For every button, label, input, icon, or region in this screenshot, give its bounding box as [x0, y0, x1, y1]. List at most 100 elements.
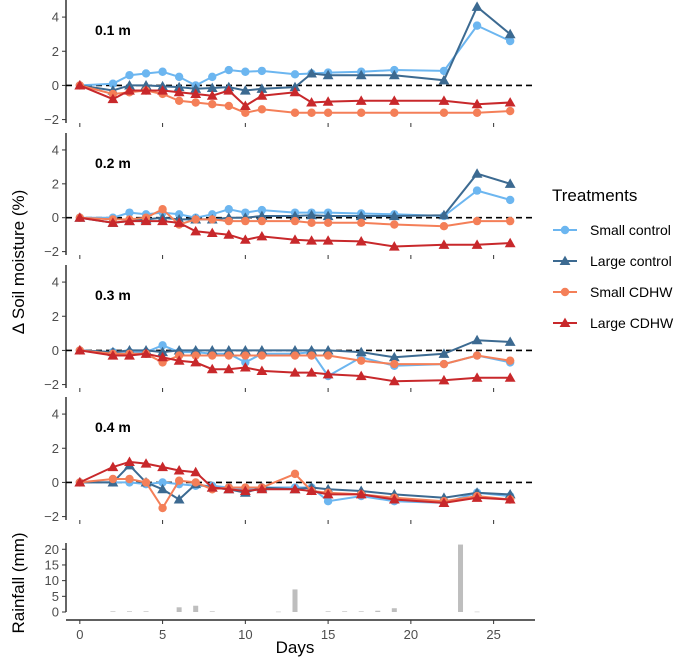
x-tick-label: 10: [238, 627, 252, 642]
legend-swatch-marker: [560, 287, 570, 297]
data-point: [504, 237, 516, 248]
data-point: [141, 69, 151, 78]
data-point: [239, 362, 251, 372]
data-point: [223, 345, 235, 355]
data-point: [388, 95, 400, 105]
data-point: [173, 355, 185, 365]
data-point: [206, 82, 218, 93]
data-point: [190, 356, 202, 367]
legend-label: Small control: [590, 222, 671, 238]
data-point: [289, 483, 301, 494]
data-point: [355, 346, 367, 357]
data-point: [505, 195, 515, 205]
rainfall-bar: [292, 589, 298, 612]
data-point: [224, 205, 233, 214]
data-point: [256, 83, 268, 93]
data-point: [355, 370, 367, 381]
data-point: [257, 216, 267, 226]
data-point: [173, 345, 185, 355]
data-point: [174, 72, 184, 82]
data-point: [505, 356, 515, 365]
data-point: [206, 227, 218, 238]
data-point: [257, 105, 267, 114]
y-tick-label: 0: [52, 475, 59, 490]
data-point: [157, 461, 168, 472]
data-point: [256, 483, 268, 494]
data-point: [504, 494, 516, 504]
data-point: [438, 239, 450, 249]
data-point: [206, 90, 218, 100]
data-point: [224, 216, 233, 226]
data-point: [191, 478, 200, 487]
data-point: [357, 218, 366, 228]
data-point: [289, 81, 301, 92]
data-point: [322, 368, 334, 379]
data-point: [125, 70, 134, 80]
data-point: [355, 488, 367, 499]
series-large-cdhw: [74, 345, 516, 386]
rainfall-bar: [143, 611, 149, 612]
series-large-cdhw: [74, 212, 516, 251]
legend-label: Large CDHW: [590, 315, 674, 331]
data-point: [504, 372, 516, 382]
data-point: [290, 108, 300, 117]
data-point: [239, 85, 251, 95]
data-point: [357, 108, 366, 117]
y-tick-label: −2: [44, 112, 59, 127]
data-point: [241, 67, 250, 76]
data-point: [174, 476, 184, 485]
y-tick-label: −2: [44, 377, 59, 392]
data-point: [505, 216, 515, 226]
y-tick-label: 4: [52, 407, 59, 422]
data-point: [157, 215, 168, 226]
data-point: [74, 80, 86, 90]
data-point: [125, 474, 134, 484]
data-point: [173, 494, 185, 504]
rainfall-bar: [474, 611, 480, 613]
data-point: [74, 477, 86, 487]
data-point: [208, 215, 217, 224]
data-point: [206, 345, 218, 355]
rainfall-bar: [342, 611, 348, 612]
data-point: [289, 367, 301, 377]
data-point: [257, 205, 267, 215]
data-point: [208, 351, 217, 360]
data-point: [257, 351, 267, 360]
data-point: [307, 351, 316, 360]
data-point: [289, 345, 301, 355]
data-point: [439, 108, 449, 117]
data-point: [505, 106, 515, 116]
data-point: [124, 80, 135, 90]
data-point: [158, 341, 167, 350]
rainfall-y-tick-label: 10: [45, 573, 59, 588]
legend-item-small-cdhw: Small CDHW: [553, 284, 673, 300]
data-point: [438, 95, 450, 105]
data-point: [438, 348, 450, 358]
data-point: [158, 503, 167, 513]
data-point: [390, 359, 399, 369]
x-tick-label: 0: [76, 627, 83, 642]
shared-y-axis-title: Δ Soil moisture (%): [9, 190, 28, 335]
data-point: [241, 216, 250, 226]
data-point: [355, 210, 367, 221]
rainfall-y-axis-title: Rainfall (mm): [9, 532, 28, 633]
data-point: [307, 108, 316, 117]
y-tick-label: 0: [52, 210, 59, 225]
data-point: [504, 178, 516, 188]
x-tick-label: 5: [159, 627, 166, 642]
data-point: [290, 469, 300, 479]
data-point: [191, 215, 200, 224]
panel-3: −2 0 2 4 0.3 m: [44, 265, 535, 392]
data-point: [388, 210, 400, 221]
data-point: [190, 466, 202, 477]
x-tick-label: 20: [404, 627, 418, 642]
data-point: [190, 225, 202, 236]
legend-item-large-cdhw: Large CDHW: [553, 315, 674, 331]
rainfall-y-tick-label: 5: [52, 589, 59, 604]
data-point: [390, 220, 399, 229]
data-point: [124, 215, 135, 226]
data-point: [471, 239, 483, 249]
data-point: [239, 485, 251, 496]
data-point: [388, 351, 400, 362]
